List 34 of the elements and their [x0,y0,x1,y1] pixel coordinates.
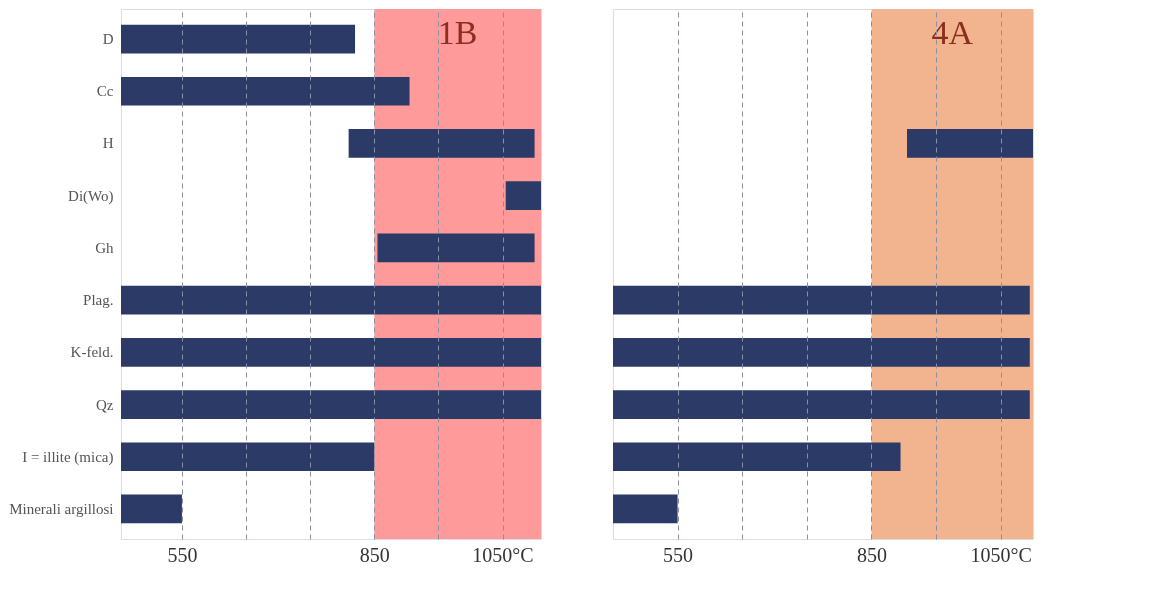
y-tick-label: Gh [95,239,114,256]
x-tick-label: 550 [663,543,694,566]
bar [121,76,410,106]
bar [121,337,541,367]
x-tick-label: 1050°C [472,543,534,566]
bar [613,337,1030,367]
y-tick-label: Di(Wo) [68,187,114,205]
y-tick-label: K-feld. [70,344,114,361]
bar [613,442,901,472]
bar [121,285,541,315]
bar [613,390,1030,419]
bar [613,494,678,524]
y-tick-label: I = illite (mica) [22,448,114,466]
y-tick-label: Cc [96,83,114,100]
y-tick-label: Qz [96,396,114,413]
bar [907,129,1033,158]
band-label: 1B [437,14,478,51]
x-tick-label: 550 [167,543,198,566]
x-tick-label: 850 [359,543,390,566]
y-tick-label: D [102,31,114,48]
band-label: 4A [931,14,974,51]
bar [121,494,182,524]
bar [377,233,535,263]
y-tick-label: Minerali argillosi [9,500,114,517]
bar [121,24,356,54]
bar [613,285,1030,315]
y-tick-label: Plag. [83,292,114,309]
bar [348,129,535,158]
bar [121,442,375,472]
x-tick-label: 1050°C [970,543,1032,566]
bar [505,181,541,211]
y-tick-label: H [102,135,114,152]
x-tick-label: 850 [856,543,887,566]
bar [121,390,541,419]
